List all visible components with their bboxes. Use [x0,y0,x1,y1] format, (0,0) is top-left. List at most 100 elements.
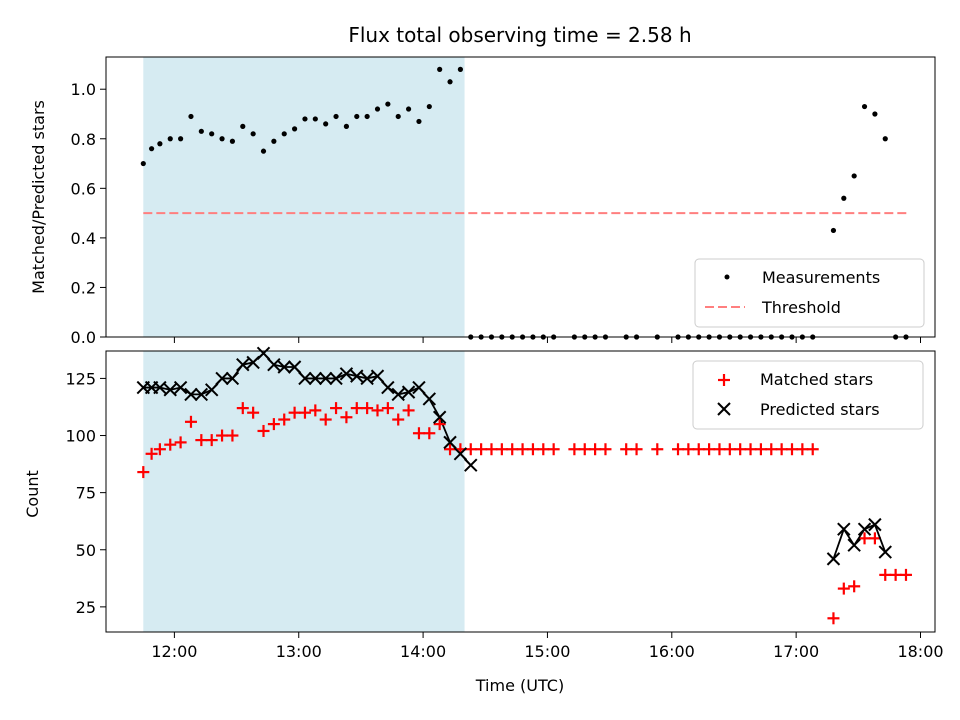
predicted-star-point [422,392,437,406]
matched-star-point [899,568,912,581]
predicted-stars-line-late [832,523,887,560]
matched-star-point [692,443,705,456]
matched-star-point [827,612,840,625]
matched-star-point [309,404,322,417]
matched-star-point [785,443,798,456]
matched-star-point [145,447,158,460]
top-legend-box [694,258,925,328]
legend-marker-measurements [724,274,730,280]
measurement-point [178,136,184,142]
matched-star-point [568,443,581,456]
predicted-star-point [318,371,333,386]
predicted-star-point [412,380,426,395]
measurement-point [209,131,215,137]
predicted-star-point [360,371,374,386]
measurement-point [354,113,360,120]
measurement-point [271,138,277,144]
matched-star-point [879,568,892,581]
measurement-point [157,141,163,147]
matched-star-point [153,443,166,456]
bottom-panel: 12:00 13:00 14:00 15:00 16:00 17:00 18:00 25 50… [23,346,944,695]
predicted-star-point [308,371,323,386]
matched-star-point [247,406,260,419]
matched-star-point [516,443,529,456]
matched-star-point [392,413,405,426]
legend-label-threshold: Threshold [761,298,841,317]
measurement-point [167,136,173,142]
y-tick-label: 25 [76,598,96,617]
legend-label-predicted: Predicted stars [760,400,880,419]
predicted-star-point [236,358,250,372]
measurement-point [240,123,246,129]
matched-star-point [205,434,218,447]
matched-star-point [402,404,415,417]
predicted-star-point [184,387,198,402]
measurement-point [405,106,412,112]
matched-star-point [868,532,881,545]
measurement-point [447,79,453,85]
x-tick-label: 16:00 [649,642,695,661]
matched-star-point [889,568,902,581]
predicted-star-point [194,387,209,402]
matched-star-point [164,438,177,451]
measurement-point [250,131,256,137]
bottom-legend-box [692,360,924,430]
bottom-y-ticks: 25 50 75 100 125 [65,369,106,617]
measurement-point [374,106,381,112]
matched-star-point [226,429,239,442]
matched-star-point [340,411,353,424]
predicted-star-point [453,447,468,461]
matched-star-point [526,443,539,456]
matched-star-point [713,443,726,456]
matched-star-point [464,443,477,456]
predicted-star-point [432,410,447,424]
measurement-point [872,111,878,117]
y-tick-label: 1.0 [71,80,96,99]
matched-star-point [278,413,291,426]
bottom-axes-frame [105,350,936,633]
matched-star-point [257,424,270,437]
y-tick-label: 50 [76,541,96,560]
matched-star-point [547,443,560,456]
matched-star-point [620,443,633,456]
matched-star-point [319,413,332,426]
legend-label-measurements: Measurements [762,268,880,287]
predicted-star-point [370,369,385,383]
measurement-point [312,116,318,122]
predicted-star-point [381,380,395,395]
predicted-star-point [215,371,229,386]
legend-marker-predicted [717,402,731,416]
matched-star-point [381,402,394,415]
top-y-axis-label: Matched/Predicted stars [29,100,48,294]
measurements-series [140,66,909,340]
predicted-star-point [225,371,240,386]
matched-star-point [195,434,208,447]
matched-star-point [651,443,664,456]
matched-star-point [589,443,602,456]
matched-star-point [485,443,498,456]
measurement-point [841,195,847,201]
x-tick-label: 12:00 [151,642,197,661]
matched-star-point [412,427,425,440]
predicted-star-point [153,380,167,395]
measurement-point [457,66,463,72]
matched-stars-series [137,402,912,625]
measurement-point [281,131,287,137]
y-tick-label: 100 [65,427,96,446]
predicted-star-point [267,358,281,372]
chart-title: Flux total observing time = 2.58 h [348,23,691,47]
matched-star-point [765,443,778,456]
measurement-point [148,146,155,152]
matched-star-point [672,443,685,456]
matched-star-point [298,406,311,419]
x-tick-label: 17:00 [773,642,819,661]
measurement-point [291,126,298,132]
matched-star-point [475,443,488,456]
y-tick-label: 75 [76,484,96,503]
measurement-point [229,138,236,144]
predicted-star-point [443,435,457,450]
matched-star-point [744,443,757,456]
x-axis-label: Time (UTC) [475,676,564,695]
shaded-span-top [143,57,465,337]
